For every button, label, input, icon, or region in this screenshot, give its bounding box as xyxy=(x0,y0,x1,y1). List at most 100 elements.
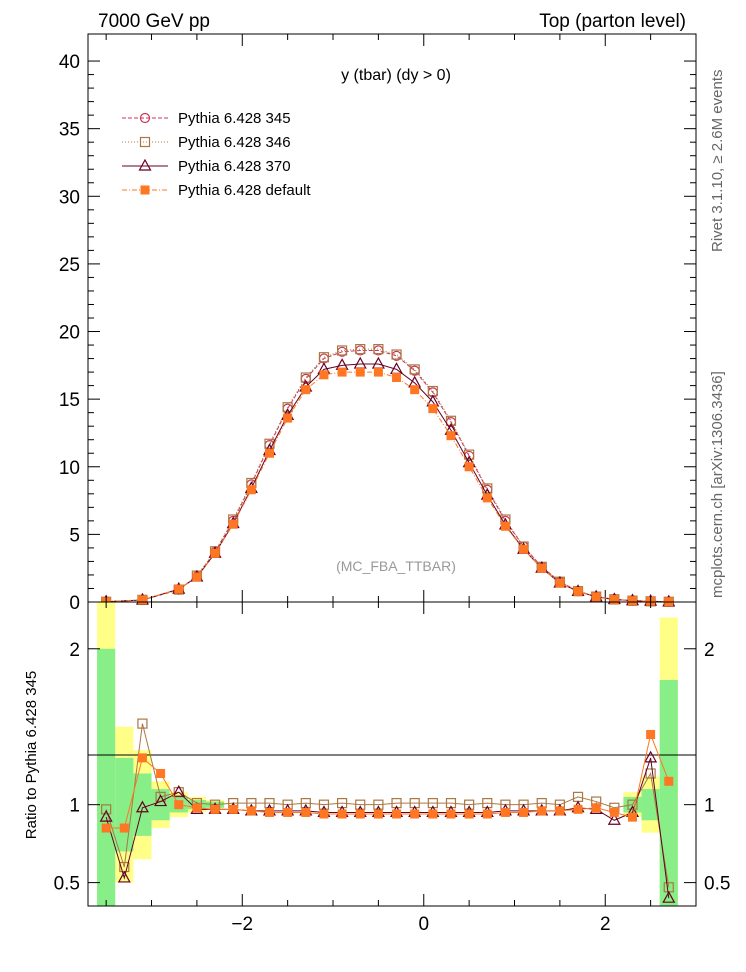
data-point xyxy=(246,485,256,495)
ratio-xtick-label: −2 xyxy=(231,914,253,935)
ratio-point xyxy=(500,807,510,817)
data-point xyxy=(336,345,348,356)
data-point xyxy=(500,521,510,531)
data-point xyxy=(609,595,619,605)
ratio-point xyxy=(373,809,383,819)
ratio-band-1-sigma xyxy=(151,789,170,821)
ratio-series-pythia-6.428-default xyxy=(101,730,674,833)
ratio-point xyxy=(137,753,147,763)
ratio-point xyxy=(337,809,347,819)
data-point xyxy=(355,367,365,377)
ratio-point xyxy=(355,799,366,810)
ratio-point xyxy=(264,798,275,809)
header-left: 7000 GeV pp xyxy=(98,11,210,32)
data-point xyxy=(283,413,293,423)
ratio-point xyxy=(301,807,311,817)
ratio-band-1-sigma xyxy=(133,773,152,836)
data-point xyxy=(210,548,220,558)
data-point xyxy=(446,431,456,441)
ratio-point xyxy=(646,730,656,740)
ratio-point xyxy=(264,807,274,817)
ratio-point xyxy=(627,799,638,810)
data-point xyxy=(192,572,202,582)
main-ytick-label: 25 xyxy=(59,255,80,276)
data-point xyxy=(519,544,529,554)
ratio-ytick-label-right: 2 xyxy=(704,640,715,661)
data-point xyxy=(409,364,420,375)
ratio-point xyxy=(246,806,256,816)
ratio-point xyxy=(300,798,311,809)
ratio-point xyxy=(283,807,293,817)
main-ytick-label: 5 xyxy=(69,525,80,546)
ratio-point xyxy=(627,812,637,822)
data-point xyxy=(355,344,366,355)
data-point xyxy=(373,344,384,355)
mcplots-credit: mcplots.cern.ch [arXiv:1306.3436] xyxy=(709,371,726,598)
ratio-ytick-label-right: 1 xyxy=(704,796,715,817)
data-point xyxy=(228,519,238,529)
ratio-point xyxy=(101,804,112,815)
ratio-point xyxy=(373,799,384,810)
main-ytick-label: 15 xyxy=(59,390,80,411)
ratio-point xyxy=(555,806,565,816)
legend-entry: Pythia 6.428 370 xyxy=(122,158,291,175)
ratio-band-1-sigma xyxy=(641,789,660,821)
data-point xyxy=(482,483,493,494)
ratio-xtick-label: 2 xyxy=(600,914,611,935)
ratio-frame xyxy=(87,601,697,907)
data-point xyxy=(428,404,438,414)
ratio-point xyxy=(137,718,148,729)
ratio-band-1-sigma xyxy=(97,648,116,906)
ratio-point xyxy=(662,890,676,903)
legend-marker xyxy=(139,112,151,124)
ratio-point xyxy=(519,807,529,817)
ratio-point xyxy=(192,803,202,813)
main-title: y (tbar) (dy > 0) xyxy=(341,67,451,84)
data-point xyxy=(555,578,565,588)
legend-label: Pythia 6.428 345 xyxy=(178,110,291,127)
legend-label: Pythia 6.428 default xyxy=(178,182,311,199)
main-ytick-label: 35 xyxy=(59,120,80,141)
data-point xyxy=(318,352,330,363)
ratio-point xyxy=(174,800,184,810)
ratio-point xyxy=(464,799,475,810)
ratio-point xyxy=(318,799,330,810)
data-point xyxy=(627,596,637,606)
legend: Pythia 6.428 345 Pythia 6.428 346 Pythia 6… xyxy=(122,110,311,199)
ratio-point xyxy=(99,809,113,822)
ratio-ytick-label: 2 xyxy=(69,640,80,661)
ratio-ytick-label: 1 xyxy=(69,796,80,817)
ratio-ytick-label: 0.5 xyxy=(54,874,80,895)
data-point xyxy=(264,448,274,458)
ratio-point xyxy=(482,809,492,819)
main-panel: y (tbar) (dy > 0) (MC_FBA_TTBAR) 0 5 10 15 2… xyxy=(59,33,697,614)
data-point xyxy=(573,586,583,596)
legend-label: Pythia 6.428 370 xyxy=(178,158,291,175)
ratio-point xyxy=(154,794,168,807)
ratio-point xyxy=(135,800,149,813)
main-ytick-label: 30 xyxy=(59,187,80,208)
ratio-point xyxy=(156,768,166,778)
ratio-point xyxy=(645,768,656,779)
ratio-point xyxy=(537,806,547,816)
rivet-version: Rivet 3.1.10, ≥ 2.6M events xyxy=(709,70,726,253)
ratio-point xyxy=(664,776,674,786)
ratio-point xyxy=(228,804,238,814)
data-point xyxy=(282,402,293,413)
data-point xyxy=(482,493,492,503)
data-point xyxy=(373,367,383,377)
data-point xyxy=(464,462,474,472)
legend-marker xyxy=(138,158,152,171)
ratio-point xyxy=(446,809,456,819)
header-right: Top (parton level) xyxy=(539,11,686,32)
ratio-point xyxy=(210,804,220,814)
ratio-point xyxy=(101,823,111,833)
data-point xyxy=(137,595,147,605)
ratio-point xyxy=(573,804,583,814)
ratio-point xyxy=(172,784,186,797)
data-point xyxy=(591,592,601,602)
ratio-panel: 0.5 0.5 1 1 2 2 −2 0 2 Ratio to Pythia 6.428 345 xyxy=(23,34,730,935)
ratio-point xyxy=(410,809,420,819)
ratio-point xyxy=(591,803,601,813)
